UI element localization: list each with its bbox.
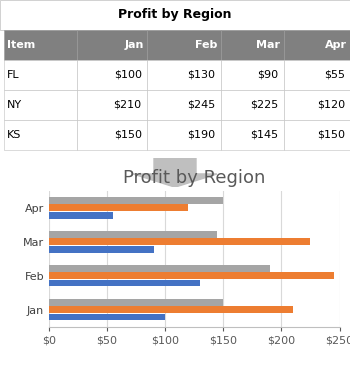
Bar [220,90,284,120]
Bar [49,246,154,252]
Bar [49,299,223,305]
Text: $145: $145 [250,130,278,140]
Bar [284,90,350,120]
Bar [77,30,147,60]
Polygon shape [133,158,217,187]
Bar [49,280,200,287]
Bar [77,60,147,90]
Bar [220,30,284,60]
Text: $225: $225 [250,100,278,110]
Text: $150: $150 [114,130,142,140]
Bar [147,30,220,60]
Bar [0,0,350,30]
Bar [4,30,77,60]
Text: $55: $55 [324,70,345,80]
Bar [49,239,310,245]
Bar [4,60,77,90]
Bar [4,120,77,150]
Text: $245: $245 [187,100,215,110]
Bar [49,306,293,313]
Bar [4,90,77,120]
Text: $90: $90 [257,70,278,80]
Bar [284,30,350,60]
Bar [49,272,334,279]
Bar [77,120,147,150]
Text: $100: $100 [114,70,142,80]
Text: $130: $130 [187,70,215,80]
Bar [220,120,284,150]
Text: $190: $190 [187,130,215,140]
Bar [49,265,270,272]
Bar [49,314,165,320]
Text: FL: FL [7,70,20,80]
Text: Apr: Apr [324,40,346,50]
Text: $120: $120 [317,100,345,110]
Bar [147,120,220,150]
Bar [147,60,220,90]
Bar [284,60,350,90]
Bar [49,231,217,237]
Bar [49,212,113,218]
Bar [49,204,188,211]
Text: Jan: Jan [124,40,144,50]
Bar [284,120,350,150]
Text: NY: NY [7,100,22,110]
Bar [220,60,284,90]
Bar [49,197,223,204]
Text: $210: $210 [114,100,142,110]
Bar [147,90,220,120]
Title: Profit by Region: Profit by Region [123,168,265,186]
Text: $150: $150 [317,130,345,140]
Text: Mar: Mar [256,40,280,50]
Text: Feb: Feb [195,40,217,50]
Text: Item: Item [7,40,35,50]
Text: KS: KS [7,130,21,140]
Bar [77,90,147,120]
Text: Profit by Region: Profit by Region [118,8,232,22]
